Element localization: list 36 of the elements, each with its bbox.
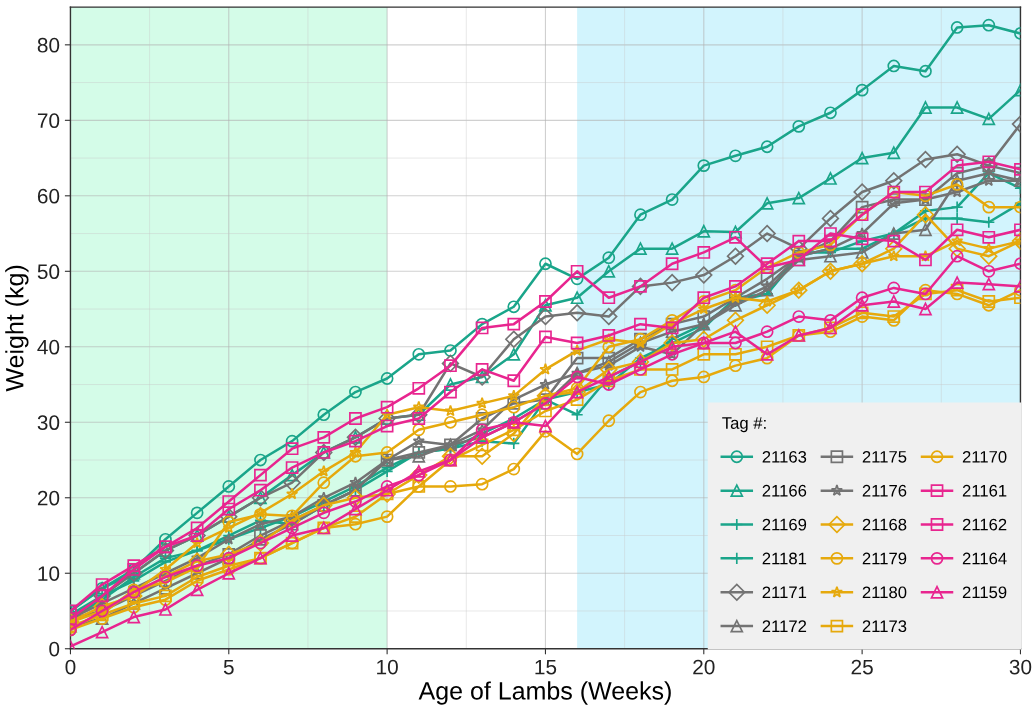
legend-label: 21164 bbox=[962, 552, 1007, 565]
x-tick-label: 25 bbox=[851, 659, 873, 675]
y-tick-label: 10 bbox=[38, 566, 60, 581]
y-tick-label: 30 bbox=[37, 415, 60, 431]
y-tick-label: 70 bbox=[37, 113, 60, 129]
legend-label: 21166 bbox=[762, 484, 807, 497]
x-tick-label: 30 bbox=[1009, 659, 1032, 675]
legend-label: 21173 bbox=[862, 620, 907, 633]
x-tick-label: 15 bbox=[535, 659, 557, 675]
legend-label: 21172 bbox=[762, 620, 807, 632]
y-tick-label: 80 bbox=[37, 37, 60, 53]
legend-label: 21180 bbox=[862, 586, 907, 599]
legend-label: 21161 bbox=[962, 484, 1007, 497]
legend-label: 21168 bbox=[862, 518, 907, 531]
y-tick-label: 50 bbox=[37, 264, 60, 280]
legend-label: 21159 bbox=[962, 586, 1007, 599]
y-tick-label: 20 bbox=[37, 490, 60, 506]
legend-label: 21175 bbox=[862, 450, 907, 463]
legend-label: 21169 bbox=[762, 518, 807, 531]
legend-label: 21170 bbox=[962, 450, 1007, 463]
legend-label: 21162 bbox=[962, 518, 1007, 531]
legend-title: Tag #: bbox=[722, 417, 766, 433]
legend-label: 21171 bbox=[762, 586, 807, 599]
x-axis-title: Age of Lambs (Weeks) bbox=[418, 681, 671, 705]
legend-label: 21176 bbox=[862, 484, 907, 497]
x-tick-label: 10 bbox=[377, 659, 398, 675]
legend-label: 21179 bbox=[862, 552, 907, 565]
legend-label: 21181 bbox=[762, 552, 807, 565]
x-tick-label: 5 bbox=[223, 659, 234, 675]
legend-label: 21163 bbox=[762, 450, 807, 463]
x-tick-label: 20 bbox=[693, 659, 715, 675]
y-tick-label: 0 bbox=[49, 641, 60, 657]
y-axis-title: Weight (kg) bbox=[5, 265, 29, 392]
y-tick-label: 40 bbox=[37, 339, 60, 355]
y-tick-label: 60 bbox=[37, 188, 60, 204]
x-tick-label: 0 bbox=[65, 659, 76, 675]
